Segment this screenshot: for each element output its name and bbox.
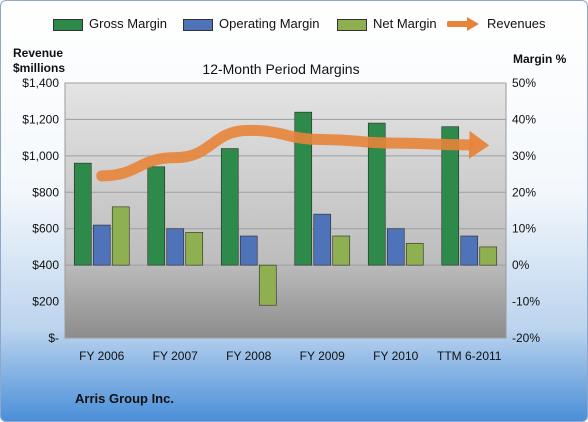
left-tick-label: $600 — [32, 222, 59, 236]
bar-operating-margin — [92, 224, 111, 266]
left-tick-label: $1,000 — [22, 149, 59, 163]
bar-operating-margin — [460, 235, 479, 266]
left-tick-label: $400 — [32, 258, 59, 272]
bar-net-margin — [185, 232, 204, 266]
right-tick-label: 0% — [512, 258, 530, 272]
right-axis-title: Margin % — [513, 52, 567, 66]
company-name: Arris Group Inc. — [75, 391, 174, 406]
left-tick-label: $1,400 — [22, 76, 59, 90]
bar-net-margin — [111, 206, 130, 266]
left-axis-title-line-2: $millions — [13, 61, 66, 75]
revenues-line — [96, 124, 475, 182]
bar-net-margin — [258, 264, 277, 306]
legend-label-operating: Operating Margin — [219, 16, 320, 31]
right-tick-label: 30% — [512, 149, 536, 163]
x-tick-label: FY 2007 — [153, 349, 198, 363]
chart-title: 12-Month Period Margins — [202, 61, 360, 77]
x-tick-label: TTM 6-2011 — [437, 349, 502, 363]
legend-swatch-gross — [53, 19, 83, 31]
right-tick-label: 50% — [512, 76, 536, 90]
left-tick-label: $1,200 — [22, 112, 59, 126]
legend-swatch-operating — [183, 19, 213, 31]
bar-gross-margin — [220, 148, 239, 266]
left-axis-title: Revenue $millions — [13, 46, 65, 76]
right-tick-label: 10% — [512, 222, 536, 236]
right-tick-label: 20% — [512, 185, 536, 199]
bar-gross-margin — [73, 162, 92, 266]
bar-net-margin — [332, 235, 351, 266]
bar-gross-margin — [294, 111, 313, 266]
legend: Gross Margin Operating Margin Net Margin… — [1, 15, 587, 35]
right-tick-label: 40% — [512, 112, 536, 126]
legend-arrow-icon — [447, 17, 479, 31]
x-tick-label: FY 2006 — [79, 349, 124, 363]
bar-operating-margin — [166, 228, 185, 266]
bar-net-margin — [405, 242, 424, 266]
bar-gross-margin — [441, 126, 460, 266]
bar-operating-margin — [313, 213, 332, 266]
legend-swatch-net — [337, 19, 367, 31]
revenues-arrowhead — [468, 130, 490, 159]
x-tick-label: FY 2009 — [300, 349, 345, 363]
right-tick-label: -20% — [512, 331, 540, 345]
legend-label-revenues: Revenues — [487, 16, 546, 31]
legend-label-gross: Gross Margin — [89, 16, 168, 31]
bar-operating-margin — [239, 235, 258, 266]
plot-area — [64, 82, 507, 339]
bar-gross-margin — [147, 166, 166, 266]
left-tick-label: $- — [48, 331, 59, 345]
x-tick-label: FY 2010 — [373, 349, 418, 363]
x-tick-label: FY 2008 — [226, 349, 271, 363]
bar-net-margin — [479, 246, 498, 266]
left-axis-title-line-1: Revenue — [13, 46, 64, 60]
right-tick-label: -10% — [512, 295, 540, 309]
bar-gross-margin — [367, 122, 386, 266]
legend-label-net: Net Margin — [373, 16, 437, 31]
bar-operating-margin — [386, 228, 405, 266]
left-tick-label: $800 — [32, 185, 59, 199]
left-tick-label: $200 — [32, 295, 59, 309]
